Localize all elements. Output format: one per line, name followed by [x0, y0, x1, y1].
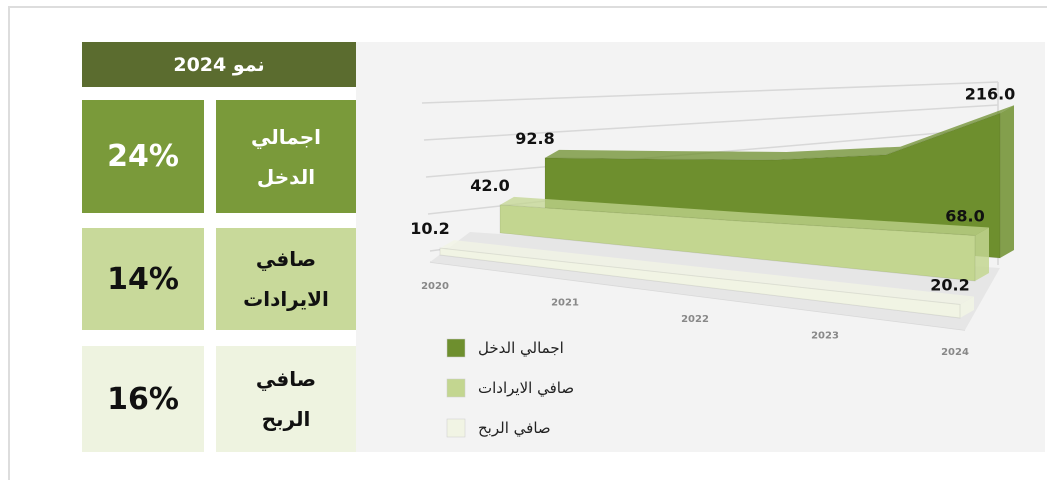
- x-tick-label: 2022: [681, 314, 709, 325]
- area-top: [440, 240, 974, 305]
- area-side: [1000, 105, 1014, 258]
- area-side: [975, 227, 989, 281]
- x-tick-label: 2020: [421, 281, 449, 292]
- row-value: 16%: [82, 346, 204, 452]
- x-tick-label: 2023: [811, 331, 839, 342]
- area: [439, 247, 961, 319]
- area-side: [960, 296, 974, 318]
- row-label: صافي الايرادات: [216, 228, 356, 330]
- x-tick-label: 2021: [551, 298, 579, 309]
- value-label: 10.2: [410, 219, 449, 238]
- value-label: 216.0: [965, 84, 1016, 103]
- legend-swatch: [446, 418, 466, 438]
- legend-swatch: [446, 338, 466, 358]
- table-title: نمو 2024: [82, 42, 356, 87]
- x-tick-label: 2024: [941, 347, 969, 358]
- row-value: 14%: [82, 228, 204, 330]
- value-label: 42.0: [470, 176, 509, 195]
- area: [499, 204, 976, 282]
- legend-label: صافي الايرادات: [478, 379, 574, 398]
- row-label: صافي الربح: [216, 346, 356, 452]
- legend-label: صافي الربح: [478, 419, 551, 438]
- area-top: [545, 105, 1014, 160]
- area-top: [500, 196, 989, 236]
- value-label: 68.0: [945, 206, 984, 225]
- legend-label: اجمالي الدخل: [478, 339, 564, 358]
- legend-swatch: [446, 378, 466, 398]
- value-label: 20.2: [930, 275, 969, 294]
- frame: [8, 6, 1047, 480]
- row-value: 24%: [82, 100, 204, 213]
- row-label: اجمالي الدخل: [216, 100, 356, 213]
- value-label: 92.8: [515, 129, 554, 148]
